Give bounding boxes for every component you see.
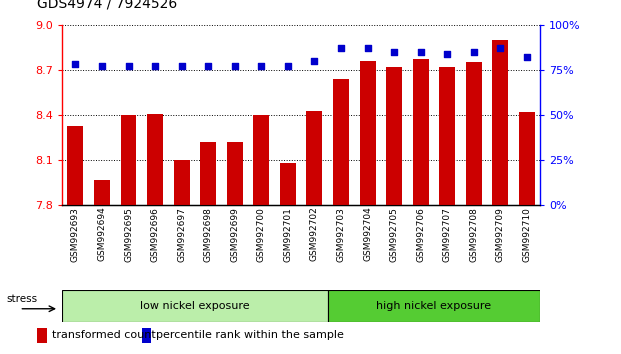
Point [442,51,452,57]
Bar [439,67,455,205]
Bar [200,142,216,205]
Point [496,45,505,51]
Point [283,63,293,69]
Bar [466,62,482,205]
Bar [37,328,47,343]
Text: high nickel exposure: high nickel exposure [376,301,492,311]
Bar [413,59,428,205]
Bar [174,160,189,205]
Point [522,55,532,60]
Point [469,49,479,55]
Bar [386,67,402,205]
Bar [227,142,243,205]
Bar [62,290,328,322]
Bar [519,112,535,205]
Bar [142,328,151,343]
Text: transformed count: transformed count [52,330,156,340]
Point [203,63,213,69]
Point [336,45,346,51]
Bar [333,79,349,205]
Bar [280,163,296,205]
Point [176,63,186,69]
Point [70,62,80,67]
Bar [328,290,540,322]
Bar [307,110,322,205]
Point [416,49,426,55]
Bar [147,114,163,205]
Point [363,45,373,51]
Text: percentile rank within the sample: percentile rank within the sample [156,330,345,340]
Point [230,63,240,69]
Point [309,58,319,64]
Text: GDS4974 / 7924526: GDS4974 / 7924526 [37,0,178,11]
Bar [94,180,110,205]
Bar [120,115,137,205]
Text: low nickel exposure: low nickel exposure [140,301,250,311]
Bar [360,61,376,205]
Bar [253,115,270,205]
Point [97,63,107,69]
Text: stress: stress [6,294,37,304]
Bar [68,126,83,205]
Point [389,49,399,55]
Point [150,63,160,69]
Point [256,63,266,69]
Point [124,63,134,69]
Bar [492,40,509,205]
